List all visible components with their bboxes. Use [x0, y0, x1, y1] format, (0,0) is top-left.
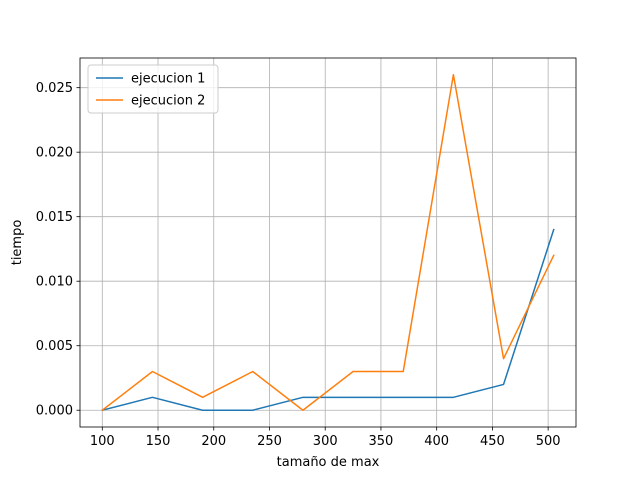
axis-ticks: 100 150 200 250 300 350 400 450 500 0.000 0.005 0.0…: [36, 81, 561, 449]
legend: ejecucion 1 ejecucion 2: [87, 64, 219, 114]
y-tick-label: 0.020: [36, 146, 73, 161]
x-tick-label: 350: [369, 434, 394, 449]
series-line-1: [101, 228, 555, 412]
y-tick-label: 0.015: [36, 210, 73, 225]
x-tick-label: 150: [146, 434, 171, 449]
x-tick-label: 300: [313, 434, 338, 449]
series-line-2: [101, 74, 555, 412]
legend-label: ejecucion 2: [131, 94, 205, 109]
y-tick-label: 0.005: [36, 339, 73, 354]
y-axis-label: tiempo: [10, 220, 25, 266]
y-tick-label: 0.025: [36, 81, 73, 96]
x-tick-label: 200: [201, 434, 226, 449]
y-tick-label: 0.010: [36, 275, 73, 290]
series-layer: [101, 74, 555, 412]
x-tick-label: 100: [90, 434, 115, 449]
x-tick-label: 450: [480, 434, 505, 449]
x-tick-label: 400: [424, 434, 449, 449]
legend-box: [87, 64, 219, 114]
x-tick-label: 250: [257, 434, 282, 449]
x-axis-label: tamaño de max: [277, 455, 380, 470]
plot-frame: [79, 57, 577, 428]
x-tick-label: 500: [536, 434, 561, 449]
y-tick-label: 0.000: [36, 404, 73, 419]
legend-label: ejecucion 1: [131, 72, 205, 87]
grid: [80, 58, 576, 427]
